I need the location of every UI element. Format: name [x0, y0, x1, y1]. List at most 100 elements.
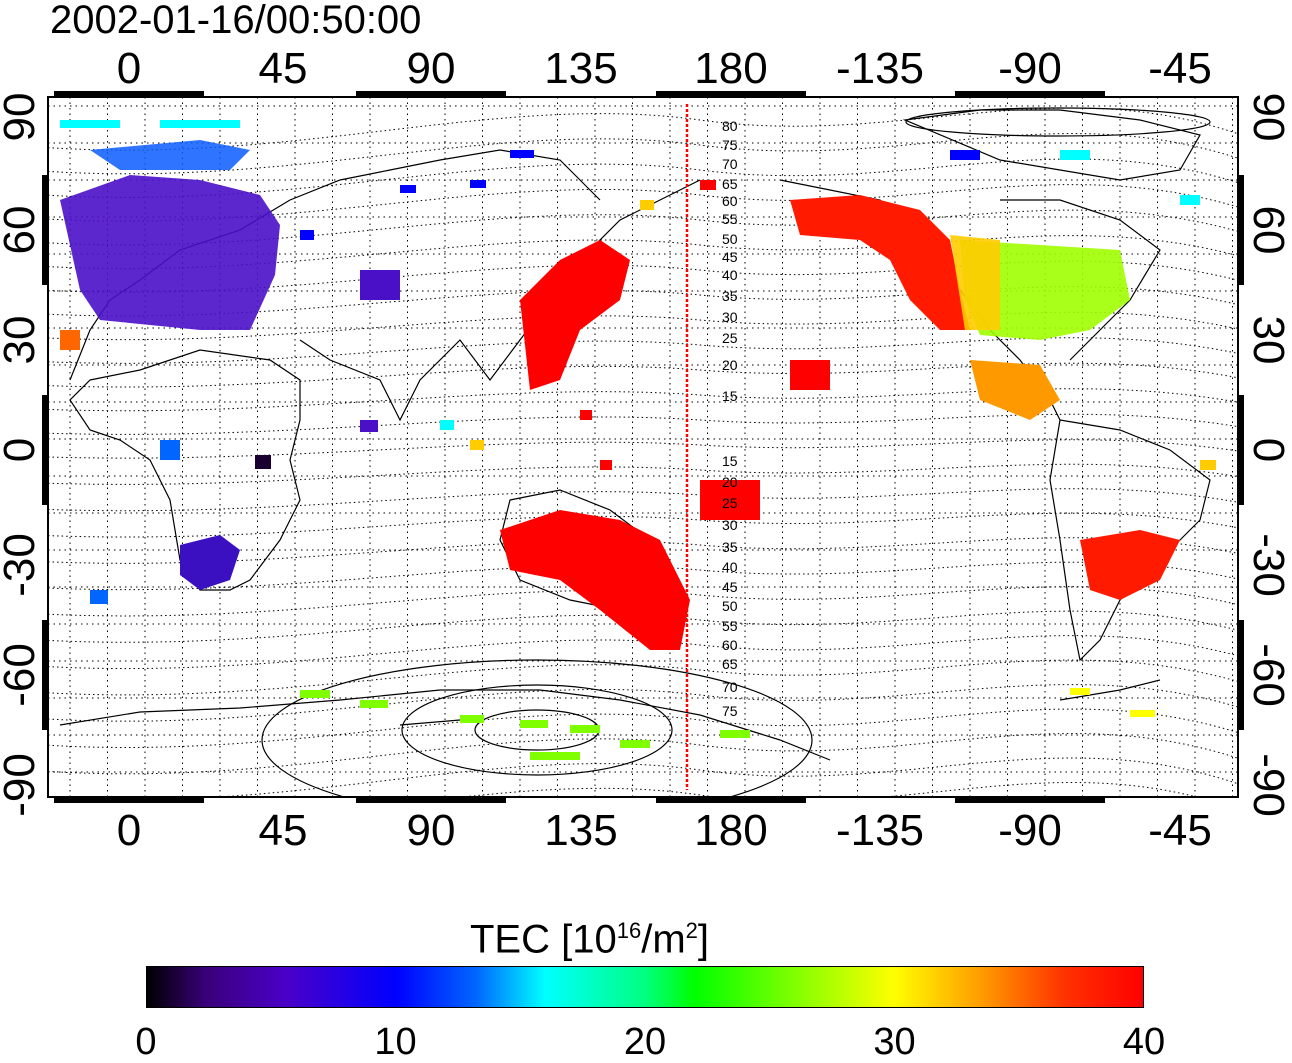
coast-asia: [299, 179, 701, 422]
tec-patch-north-america-east: [960, 240, 1130, 340]
lon-tick-top: 0: [117, 44, 141, 93]
lat-tick-right: -90: [1244, 753, 1292, 817]
axis-bar-bottom: [656, 797, 806, 803]
contour-label: 55: [722, 211, 738, 227]
contour-label: 20: [722, 357, 738, 373]
magnetic-contour: [48, 235, 1238, 270]
lat-tick-left: 60: [0, 206, 44, 255]
colorbar: [146, 966, 1144, 1008]
lat-tick-right: -60: [1244, 643, 1292, 707]
tec-patch-north-america-west: [790, 195, 970, 330]
coast-greenland: [902, 109, 1201, 181]
contour-label: 65: [722, 176, 738, 192]
lat-tick-left: 90: [0, 93, 44, 142]
axis-bar-right: [1238, 620, 1244, 730]
contour-labels: 8075706560555045403530252015152025303540…: [722, 118, 738, 719]
colorbar-tick-label: 10: [374, 1021, 417, 1063]
axis-bar-left: [42, 175, 48, 285]
contour-label: 15: [722, 453, 738, 469]
axis-bar-right: [1238, 395, 1244, 505]
axis-bar-top: [656, 91, 806, 97]
tec-patch-east-asia: [520, 240, 630, 390]
lon-tick-bottom: -45: [1148, 806, 1212, 855]
axis-bar-top: [356, 91, 506, 97]
magnetic-contour: [48, 659, 1238, 696]
lat-tick-right: -30: [1244, 533, 1292, 597]
tec-patch-southern-africa: [180, 535, 240, 590]
axis-bars: [42, 91, 1244, 803]
colorbar-tick-label: 20: [623, 1021, 667, 1063]
contour-label: 50: [722, 231, 738, 247]
lat-tick-left: -30: [0, 533, 44, 597]
lon-tick-top: -135: [836, 44, 924, 93]
contour-label: 20: [722, 474, 738, 490]
magnetic-contour: [48, 635, 1238, 670]
lat-tick-left: 0: [0, 438, 44, 462]
lat-tick-left: 30: [0, 316, 44, 365]
magnetic-contour: [48, 337, 1238, 364]
contour-label: 70: [722, 156, 738, 172]
contour-label: 40: [722, 267, 738, 283]
tec-antarctic-stations: [300, 688, 1155, 760]
colorbar-title-exponent: 16: [616, 918, 642, 943]
contour-label: 55: [722, 618, 738, 634]
lon-tick-bottom: 0: [117, 806, 141, 855]
contour-label: 40: [722, 559, 738, 575]
axis-labels: 0 45 90 135 180 -135 -90 -450 45 90 135 180 -135 -90-…: [0, 44, 1292, 855]
axis-bar-top: [955, 91, 1105, 97]
contour-label: 25: [722, 495, 738, 511]
colorbar-title-text: TEC [10: [470, 917, 617, 962]
lon-tick-bottom: 135: [544, 806, 617, 855]
contour-label: 75: [722, 137, 738, 153]
lat-tick-left: -60: [0, 643, 44, 707]
lon-tick-bottom: 45: [259, 806, 308, 855]
contour-label: 70: [722, 679, 738, 695]
lat-tick-right: 30: [1244, 316, 1292, 365]
lat-tick-left: -90: [0, 753, 44, 817]
lat-tick-right: 60: [1244, 206, 1292, 255]
contour-ring-north: [905, 107, 1211, 137]
magnetic-contour: [48, 586, 1238, 617]
lon-tick-top: -45: [1148, 44, 1212, 93]
axis-bar-right: [1238, 175, 1244, 285]
lon-tick-bottom: 90: [407, 806, 456, 855]
contour-ring-south: [401, 684, 673, 776]
lon-tick-top: 45: [259, 44, 308, 93]
magnetic-contour: [48, 561, 1238, 591]
magnetic-contour: [48, 708, 1238, 748]
colorbar-tick-label: 40: [1122, 1021, 1166, 1063]
contour-ring-south: [261, 659, 813, 797]
colorbar-title: TEC [1016/m2]: [470, 906, 709, 964]
tec-map: 8075706560555045403530252015152025303540…: [0, 44, 1292, 855]
tec-patch-south-america: [1080, 530, 1180, 600]
contour-label: 50: [722, 598, 738, 614]
tec-patch-europe-north: [90, 140, 250, 170]
contour-label: 60: [722, 193, 738, 209]
tec-data-points: [60, 120, 1216, 760]
contour-label: 35: [722, 288, 738, 304]
contour-label: 35: [722, 539, 738, 555]
contour-label: 65: [722, 656, 738, 672]
magnetic-contour: [210, 757, 1238, 797]
lon-tick-bottom: -90: [998, 806, 1062, 855]
lon-tick-top: 135: [544, 44, 617, 93]
lat-tick-right: 0: [1244, 438, 1292, 462]
colorbar-tick-label: 0: [135, 1021, 157, 1063]
tec-patch-europe: [60, 175, 280, 330]
axis-bar-bottom: [356, 797, 506, 803]
lon-tick-top: -90: [998, 44, 1062, 93]
contour-label: 60: [722, 637, 738, 653]
lon-tick-bottom: -135: [836, 806, 924, 855]
contour-label: 30: [722, 517, 738, 533]
magnetic-contour: [48, 733, 1238, 775]
contour-label: 30: [722, 309, 738, 325]
magnetic-contour: [48, 158, 1238, 198]
contour-label: 75: [722, 703, 738, 719]
contour-label: 15: [722, 388, 738, 404]
colorbar-title-close: ]: [697, 917, 710, 962]
magnetic-contour: [48, 610, 1238, 643]
lon-tick-bottom: 180: [694, 806, 767, 855]
colorbar-title-unit: /m: [641, 917, 686, 962]
magnetic-contour: [48, 133, 1238, 175]
axis-bar-left: [42, 620, 48, 730]
